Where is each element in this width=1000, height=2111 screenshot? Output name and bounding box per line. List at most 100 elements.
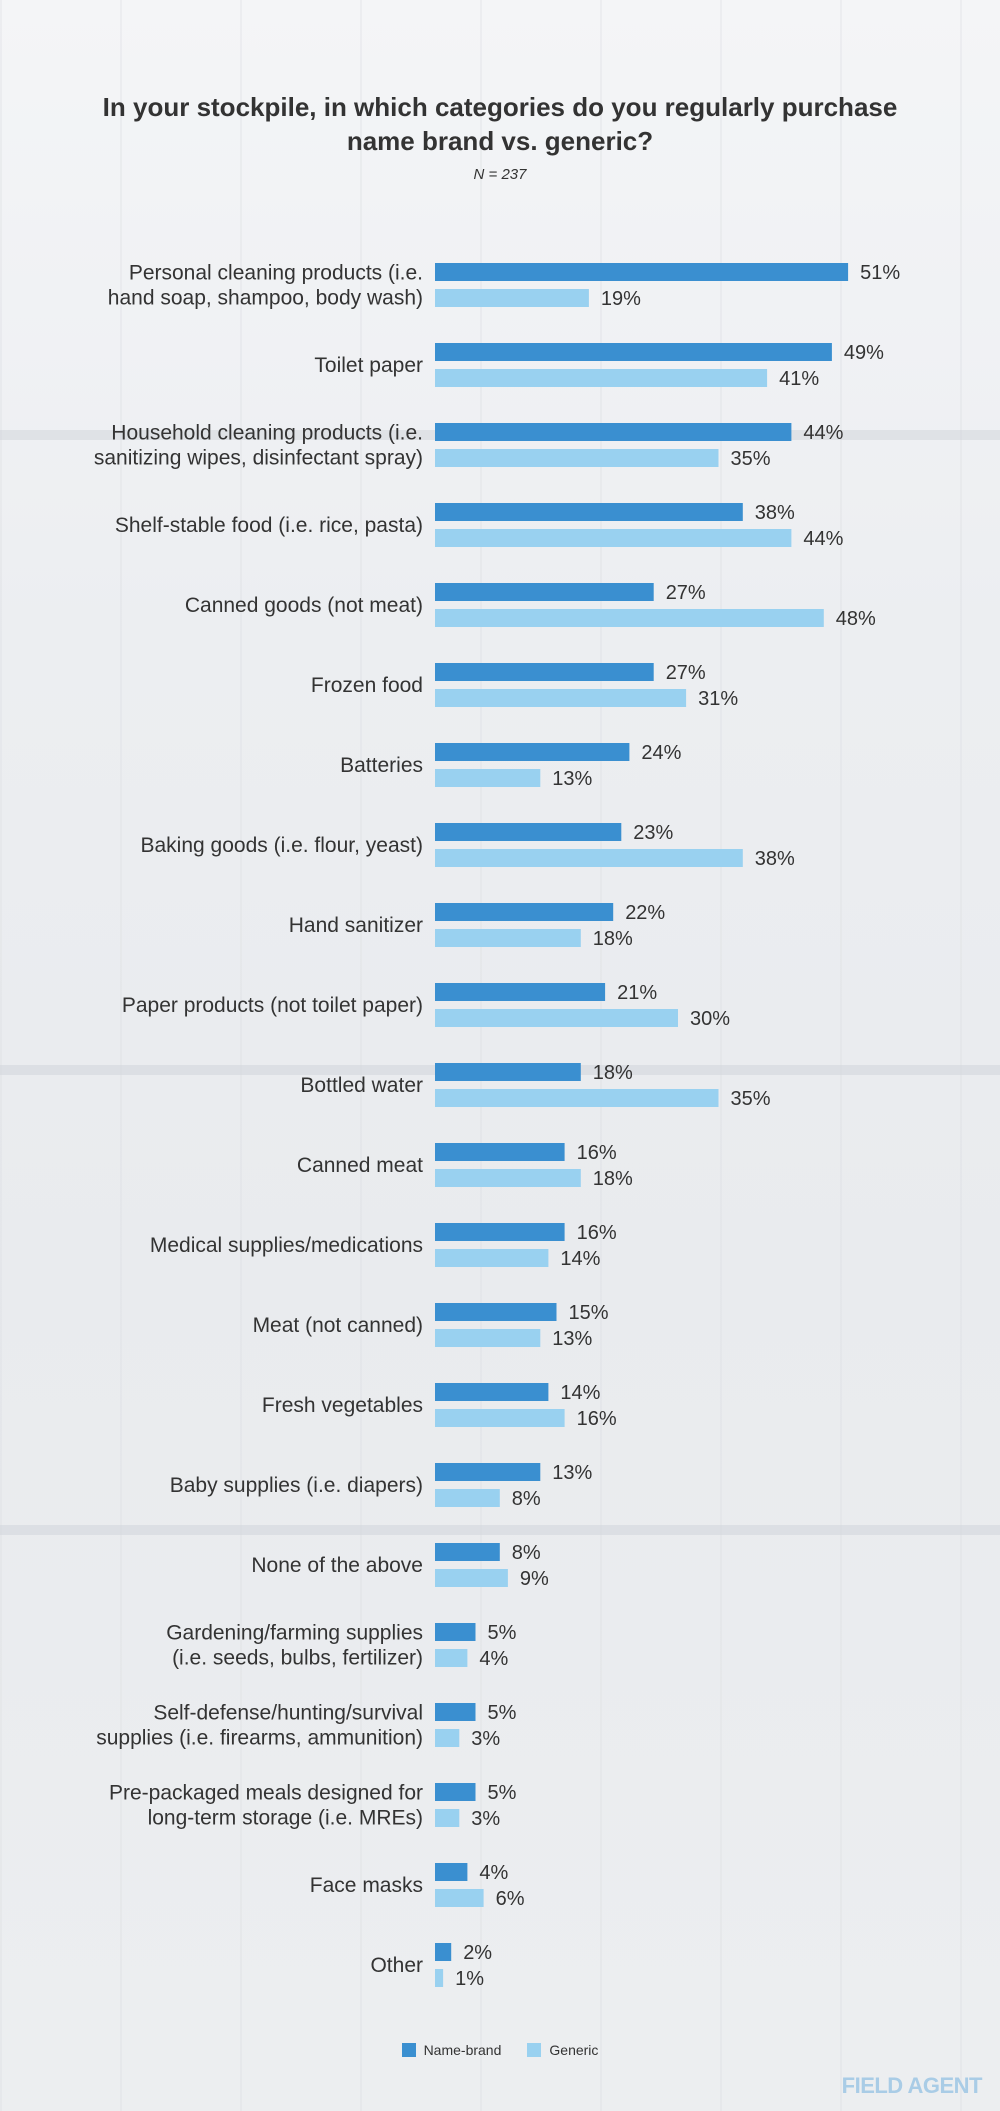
- bar-name-brand: [435, 983, 606, 1001]
- data-label: 16%: [577, 1408, 617, 1430]
- shelf-line: [0, 1525, 1000, 1535]
- data-label: 51%: [860, 262, 900, 284]
- bar-name-brand: [435, 663, 654, 681]
- data-label: 24%: [641, 742, 681, 764]
- data-label: 35%: [731, 1088, 771, 1110]
- data-label: 4%: [479, 1862, 508, 1884]
- bar-name-brand: [435, 1303, 557, 1321]
- bar-name-brand: [435, 1863, 468, 1881]
- bar-name-brand: [435, 903, 614, 921]
- category-label: Baby supplies (i.e. diapers): [170, 1474, 423, 1497]
- data-label: 49%: [844, 342, 884, 364]
- legend-item-generic: Generic: [527, 2042, 598, 2058]
- data-label: 38%: [755, 502, 795, 524]
- bar-name-brand: [435, 1223, 565, 1241]
- data-label: 44%: [803, 422, 843, 444]
- bar-generic: [435, 1809, 460, 1827]
- bar-generic: [435, 1009, 678, 1027]
- bar-name-brand: [435, 343, 832, 361]
- category-label: Canned goods (not meat): [185, 594, 423, 617]
- bar-generic: [435, 929, 581, 947]
- data-label: 19%: [601, 288, 641, 310]
- category-label: Hand sanitizer: [289, 914, 423, 937]
- data-label: 18%: [593, 928, 633, 950]
- data-label: 35%: [731, 448, 771, 470]
- bar-generic: [435, 1649, 468, 1667]
- bar-generic: [435, 1569, 508, 1587]
- data-label: 8%: [512, 1542, 541, 1564]
- data-label: 5%: [488, 1622, 517, 1644]
- bar-name-brand: [435, 1463, 541, 1481]
- category-label: Frozen food: [311, 674, 423, 697]
- data-label: 18%: [593, 1168, 633, 1190]
- category-label: Canned meat: [297, 1154, 423, 1177]
- data-label: 38%: [755, 848, 795, 870]
- bar-name-brand: [435, 1143, 565, 1161]
- bar-name-brand: [435, 743, 630, 761]
- data-label: 8%: [512, 1488, 541, 1510]
- bar-generic: [435, 1489, 500, 1507]
- bar-generic: [435, 1409, 565, 1427]
- bar-generic: [435, 449, 719, 467]
- data-label: 9%: [520, 1568, 549, 1590]
- bar-generic: [435, 1249, 549, 1267]
- bar-generic: [435, 289, 589, 307]
- data-label: 30%: [690, 1008, 730, 1030]
- data-label: 5%: [488, 1782, 517, 1804]
- data-label: 27%: [666, 662, 706, 684]
- legend-label: Name-brand: [423, 2042, 502, 2058]
- legend: Name-brand Generic: [0, 2042, 1000, 2058]
- data-label: 5%: [488, 1702, 517, 1724]
- bar-generic: [435, 529, 792, 547]
- data-label: 22%: [625, 902, 665, 924]
- category-label: Medical supplies/medications: [150, 1234, 423, 1257]
- data-label: 13%: [552, 1328, 592, 1350]
- bar-generic: [435, 769, 541, 787]
- data-label: 48%: [836, 608, 876, 630]
- data-label: 13%: [552, 1462, 592, 1484]
- category-label: Pre-packaged meals designed for long-term…: [109, 1782, 423, 1830]
- data-label: 1%: [455, 1968, 484, 1990]
- category-label: Household cleaning products (i.e. sanitiz…: [94, 422, 423, 470]
- bar-name-brand: [435, 583, 654, 601]
- bar-name-brand: [435, 1943, 452, 1961]
- bar-name-brand: [435, 1383, 549, 1401]
- bar-name-brand: [435, 1063, 581, 1081]
- data-label: 23%: [633, 822, 673, 844]
- data-label: 16%: [577, 1222, 617, 1244]
- data-label: 18%: [593, 1062, 633, 1084]
- bar-name-brand: [435, 1623, 476, 1641]
- bar-generic: [435, 1329, 541, 1347]
- data-label: 14%: [560, 1248, 600, 1270]
- brand-logo: FIELD AGENT: [841, 2073, 983, 2098]
- bar-generic: [435, 1889, 484, 1907]
- chart-title: In your stockpile, in which categories d…: [102, 92, 898, 156]
- legend-swatch: [401, 2043, 416, 2057]
- bar-name-brand: [435, 1703, 476, 1721]
- category-label: Face masks: [310, 1874, 423, 1897]
- data-label: 27%: [666, 582, 706, 604]
- legend-item-name-brand: Name-brand: [401, 2042, 502, 2058]
- data-label: 14%: [560, 1382, 600, 1404]
- bar-generic: [435, 1729, 460, 1747]
- data-label: 41%: [779, 368, 819, 390]
- category-label: Toilet paper: [314, 354, 423, 377]
- bar-generic: [435, 1169, 581, 1187]
- bar-name-brand: [435, 423, 792, 441]
- bar-name-brand: [435, 503, 743, 521]
- data-label: 3%: [471, 1728, 500, 1750]
- category-label: None of the above: [251, 1554, 423, 1577]
- bar-name-brand: [435, 823, 622, 841]
- data-label: 16%: [577, 1142, 617, 1164]
- data-label: 21%: [617, 982, 657, 1004]
- category-label: Batteries: [340, 754, 423, 777]
- bar-generic: [435, 849, 743, 867]
- data-label: 15%: [569, 1302, 609, 1324]
- bar-generic: [435, 689, 687, 707]
- data-label: 3%: [471, 1808, 500, 1830]
- category-label: Other: [370, 1954, 423, 1977]
- category-label: Personal cleaning products (i.e. hand soa…: [108, 262, 423, 310]
- bar-generic: [435, 1089, 719, 1107]
- chart-subtitle: N = 237: [473, 166, 527, 183]
